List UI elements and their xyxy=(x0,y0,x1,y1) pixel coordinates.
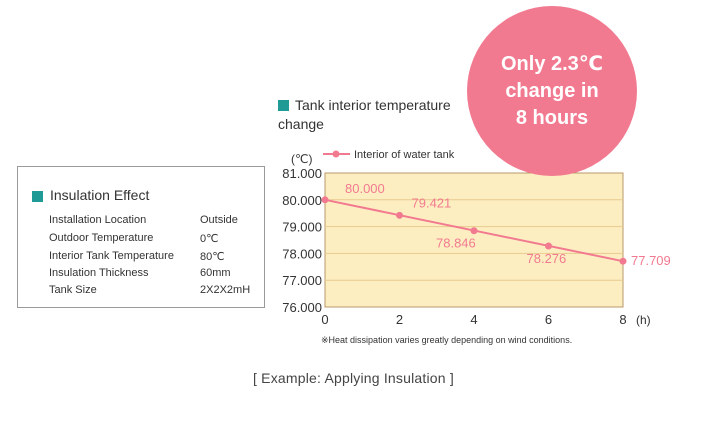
data-point xyxy=(619,257,627,265)
y-tick-label: 81.000 xyxy=(282,166,322,181)
y-tick-label: 77.000 xyxy=(282,273,322,288)
x-tick-label: 4 xyxy=(470,312,477,327)
y-axis-unit-label: (℃) xyxy=(291,152,312,166)
teal-square-icon xyxy=(32,190,43,202)
x-tick-label: 0 xyxy=(321,312,328,327)
info-label: Interior Tank Temperature xyxy=(49,250,174,262)
y-tick-label: 79.000 xyxy=(282,220,322,235)
insulation-effect-box: Insulation Effect Installation Location … xyxy=(17,166,265,308)
footnote: ※Heat dissipation varies greatly dependi… xyxy=(321,335,573,345)
legend-label: Interior of water tank xyxy=(354,149,455,161)
y-tick-label: 80.000 xyxy=(282,193,322,208)
info-value: 0℃ xyxy=(200,233,219,245)
legend-swatch-marker xyxy=(332,150,340,158)
chart-title: Tank interior temperature change xyxy=(278,96,488,134)
data-point xyxy=(396,211,403,219)
caption: [ Example: Applying Insulation ] xyxy=(253,370,454,386)
info-label: Outdoor Temperature xyxy=(49,232,154,244)
data-label: 79.421 xyxy=(412,195,452,210)
insulation-effect-title-text: Insulation Effect xyxy=(50,187,150,203)
info-label: Installation Location xyxy=(49,214,147,226)
x-axis-unit-label: (h) xyxy=(636,313,651,327)
info-label: Insulation Thickness xyxy=(49,267,149,279)
data-label: 78.276 xyxy=(527,251,567,266)
data-label: 78.846 xyxy=(436,236,476,251)
data-point xyxy=(545,242,552,250)
teal-square-icon xyxy=(278,99,289,111)
x-tick-label: 2 xyxy=(396,312,403,327)
callout-line: 8 hours xyxy=(515,106,589,129)
plot-area xyxy=(324,172,624,308)
info-value: Outside xyxy=(200,214,238,226)
data-point xyxy=(470,227,478,235)
callout-line: change in xyxy=(505,79,599,102)
info-value: 60mm xyxy=(200,267,231,279)
y-tick-label: 78.000 xyxy=(282,246,322,261)
x-tick-label: 8 xyxy=(619,312,626,327)
callout-bubble: Only 2.3℃ change in 8 hours xyxy=(467,6,637,176)
data-label: 77.709 xyxy=(631,253,671,268)
callout-text: Only 2.3℃ change in 8 hours xyxy=(487,51,617,132)
info-label: Tank Size xyxy=(49,284,97,296)
insulation-effect-title: Insulation Effect xyxy=(32,187,149,203)
data-point xyxy=(321,196,329,204)
info-value: 80℃ xyxy=(200,251,225,263)
y-tick-label: 76.000 xyxy=(282,300,322,315)
data-label: 80.000 xyxy=(345,181,385,196)
x-tick-label: 6 xyxy=(545,312,552,327)
info-value: 2X2X2mH xyxy=(200,284,251,296)
chart-title-text: Tank interior temperature change xyxy=(278,97,451,132)
callout-line: Only 2.3℃ xyxy=(500,52,604,75)
